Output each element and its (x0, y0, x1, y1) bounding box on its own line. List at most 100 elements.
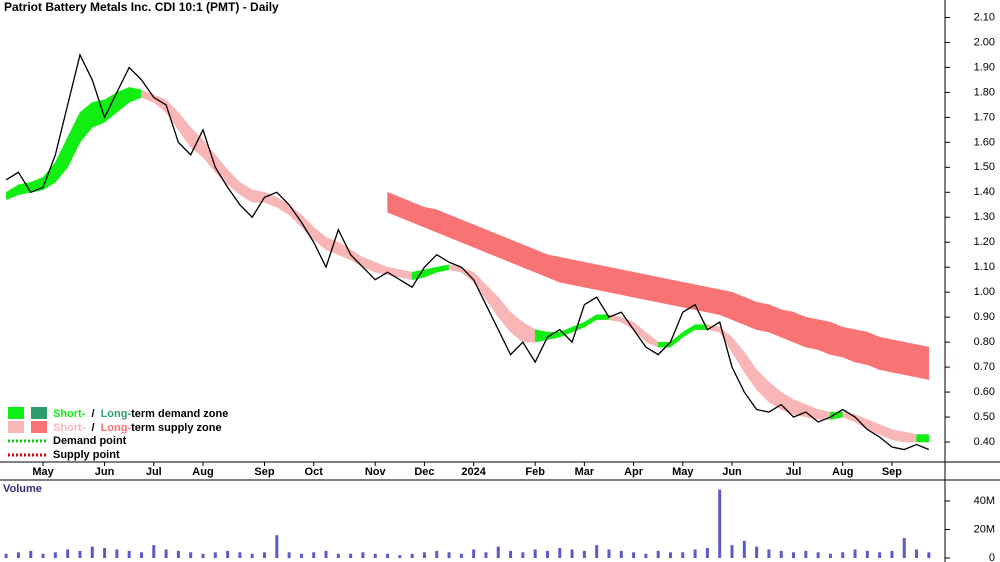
volume-bar (779, 550, 783, 558)
volume-bar (767, 549, 771, 558)
long-zone (559, 256, 573, 285)
y-tick-label: 0.60 (974, 386, 995, 398)
volume-bar (915, 549, 919, 558)
legend-swatch (31, 407, 47, 419)
volume-bar (484, 552, 488, 558)
long-zone (817, 319, 831, 355)
volume-bar (398, 555, 402, 558)
long-zone (534, 249, 548, 278)
y-tick-label: 0.80 (974, 336, 995, 348)
long-zone (510, 239, 524, 268)
x-tick-label: Dec (414, 466, 434, 478)
volume-bar (447, 552, 451, 558)
volume-bar (509, 550, 513, 558)
volume-bar (349, 553, 353, 558)
volume-bar (53, 552, 57, 558)
long-zone (731, 291, 745, 326)
short-zone (891, 429, 905, 443)
volume-bar (152, 545, 156, 558)
y-tick-label: 1.20 (974, 236, 995, 248)
long-zone (571, 259, 585, 288)
volume-tick-label: 20M (974, 523, 995, 535)
volume-bar (115, 549, 119, 558)
legend-swatch (8, 421, 24, 433)
long-zone (645, 274, 659, 303)
long-zone (879, 336, 893, 373)
volume-bar (250, 553, 254, 558)
volume-bar (4, 553, 8, 558)
short-zone (596, 314, 610, 320)
y-tick-label: 1.50 (974, 161, 995, 173)
long-zone (842, 326, 856, 363)
x-tick-label: Jul (146, 466, 162, 478)
volume-bar (681, 552, 685, 558)
y-tick-label: 0.40 (974, 436, 995, 448)
volume-bar (705, 548, 709, 558)
x-tick-label: Jun (95, 466, 115, 478)
volume-bar (841, 552, 845, 558)
volume-bar (78, 550, 82, 558)
legend-swatch (8, 407, 24, 419)
volume-bar (373, 553, 377, 558)
volume-bar (41, 553, 45, 558)
x-tick-label: 2024 (461, 466, 486, 478)
volume-label: Volume (3, 483, 42, 495)
long-zone (596, 264, 610, 293)
volume-bar (410, 553, 414, 558)
long-zone (903, 341, 917, 378)
volume-bar (828, 553, 832, 558)
long-zone (867, 331, 880, 370)
long-zone (744, 296, 757, 331)
legend-sep: / (91, 422, 94, 434)
x-tick-label: Aug (192, 466, 213, 478)
volume-bar (533, 549, 537, 558)
volume-bar (792, 552, 796, 558)
y-tick-label: 1.70 (974, 111, 995, 123)
volume-bar (263, 552, 267, 558)
long-zone (522, 244, 536, 273)
volume-bar (570, 549, 574, 558)
volume-bar (865, 550, 869, 558)
legend-long: Long- (101, 422, 132, 434)
volume-bar (164, 549, 168, 558)
y-tick-label: 1.00 (974, 286, 995, 298)
long-zone (633, 271, 647, 300)
legend-text: Short- / Long-term supply zone (53, 422, 222, 434)
legend-long: Long- (101, 408, 132, 420)
volume-bar (66, 549, 70, 558)
long-zone (473, 224, 487, 253)
volume-bar (127, 550, 131, 558)
volume-bar (103, 548, 107, 558)
volume-bar (435, 550, 439, 558)
long-zone (719, 289, 733, 321)
legend-short: Short- (53, 422, 86, 434)
volume-bar (299, 553, 303, 558)
legend-rest: term supply zone (131, 422, 221, 434)
volume-bar (422, 552, 426, 558)
volume-bar (176, 550, 180, 558)
volume-bar (324, 550, 328, 558)
long-zone (498, 234, 511, 263)
short-zone (916, 434, 930, 443)
y-tick-label: 0.50 (974, 411, 995, 423)
volume-bar (472, 549, 476, 558)
long-zone (891, 339, 905, 375)
volume-bar (582, 550, 586, 558)
long-zone (916, 344, 930, 380)
legend-swatch (31, 421, 47, 433)
legend-short: Short- (53, 408, 86, 420)
y-tick-label: 0.70 (974, 361, 995, 373)
y-tick-label: 2.00 (974, 36, 995, 48)
x-tick-label: Sep (254, 466, 274, 478)
volume-bar (644, 553, 648, 558)
volume-bar (816, 552, 820, 558)
volume-bar (619, 550, 623, 558)
long-zone (707, 286, 720, 315)
x-tick-label: Sep (882, 466, 902, 478)
x-tick-label: Feb (525, 466, 545, 478)
legend-text: Short- / Long-term demand zone (53, 408, 228, 420)
price-line (5, 53, 930, 451)
y-tick-label: 1.10 (974, 261, 995, 273)
volume-bar (595, 545, 599, 558)
long-zone (756, 301, 770, 333)
